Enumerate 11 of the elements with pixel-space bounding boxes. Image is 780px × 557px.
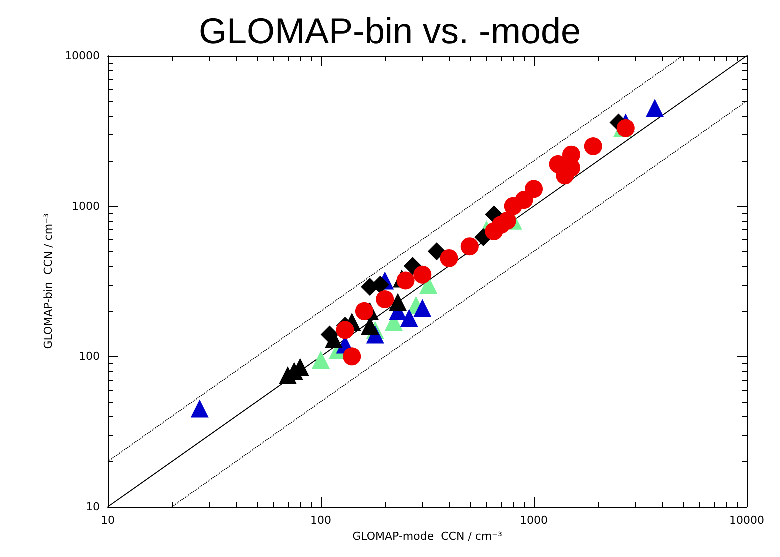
x-tick-label: 1000 xyxy=(520,514,548,527)
y-tick-label: 1000 xyxy=(72,200,100,213)
x-tick-label: 100 xyxy=(310,514,332,527)
y-tick-label: 10 xyxy=(86,500,100,514)
x-axis-title: GLOMAP-mode CCN / cm⁻³ xyxy=(352,530,502,543)
chart-title: GLOMAP-bin vs. -mode xyxy=(198,10,582,52)
y-tick-label: 100 xyxy=(79,350,100,364)
y-axis-title: GLOMAP-bin CCN / cm⁻³ xyxy=(42,214,56,350)
x-tick-label: 10 xyxy=(101,514,115,527)
y-tick-label: 10000 xyxy=(65,50,100,62)
x-tick-label: 10000 xyxy=(730,514,764,527)
